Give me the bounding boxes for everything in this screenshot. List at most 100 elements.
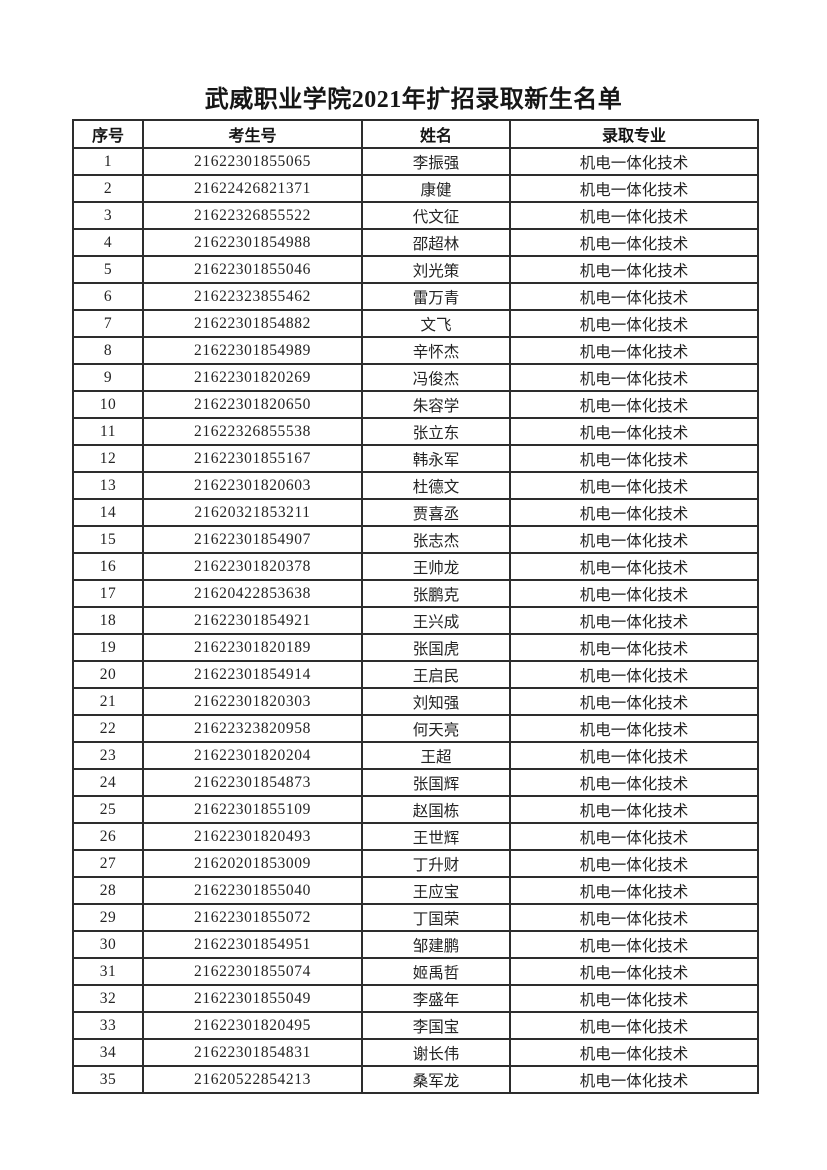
table-row: 30 21622301854951 邹建鹏 机电一体化技术 xyxy=(72,930,759,959)
cell-name: 康健 xyxy=(361,174,511,203)
cell-serial-number: 5 xyxy=(72,255,144,284)
table-row: 23 21622301820204 王超 机电一体化技术 xyxy=(72,741,759,770)
cell-serial-number: 35 xyxy=(72,1065,144,1094)
cell-name: 王帅龙 xyxy=(361,552,511,581)
cell-admitted-major: 机电一体化技术 xyxy=(509,1065,759,1094)
cell-candidate-number: 21622301855109 xyxy=(142,795,363,824)
cell-candidate-number: 21622301820189 xyxy=(142,633,363,662)
cell-name: 贾喜丞 xyxy=(361,498,511,527)
table-row: 5 21622301855046 刘光策 机电一体化技术 xyxy=(72,255,759,284)
cell-serial-number: 18 xyxy=(72,606,144,635)
cell-serial-number: 34 xyxy=(72,1038,144,1067)
cell-name: 姬禹哲 xyxy=(361,957,511,986)
cell-admitted-major: 机电一体化技术 xyxy=(509,795,759,824)
admission-roster-table: 序号 考生号 姓名 录取专业 1 21622301855065 李振强 机电一体… xyxy=(72,119,759,1094)
cell-admitted-major: 机电一体化技术 xyxy=(509,201,759,230)
cell-name: 李振强 xyxy=(361,147,511,176)
cell-name: 张国虎 xyxy=(361,633,511,662)
table-row: 12 21622301855167 韩永军 机电一体化技术 xyxy=(72,444,759,473)
cell-serial-number: 33 xyxy=(72,1011,144,1040)
cell-serial-number: 13 xyxy=(72,471,144,500)
cell-name: 丁国荣 xyxy=(361,903,511,932)
cell-serial-number: 1 xyxy=(72,147,144,176)
cell-name: 王启民 xyxy=(361,660,511,689)
cell-name: 张志杰 xyxy=(361,525,511,554)
cell-serial-number: 9 xyxy=(72,363,144,392)
column-header-admitted-major: 录取专业 xyxy=(509,119,759,149)
cell-admitted-major: 机电一体化技术 xyxy=(509,444,759,473)
cell-admitted-major: 机电一体化技术 xyxy=(509,309,759,338)
cell-candidate-number: 21622301854873 xyxy=(142,768,363,797)
cell-admitted-major: 机电一体化技术 xyxy=(509,282,759,311)
cell-candidate-number: 21622301855167 xyxy=(142,444,363,473)
cell-candidate-number: 21622301855040 xyxy=(142,876,363,905)
cell-candidate-number: 21622301820603 xyxy=(142,471,363,500)
cell-admitted-major: 机电一体化技术 xyxy=(509,363,759,392)
cell-admitted-major: 机电一体化技术 xyxy=(509,390,759,419)
table-row: 17 21620422853638 张鹏克 机电一体化技术 xyxy=(72,579,759,608)
cell-name: 李盛年 xyxy=(361,984,511,1013)
cell-candidate-number: 21620201853009 xyxy=(142,849,363,878)
cell-name: 刘光策 xyxy=(361,255,511,284)
cell-admitted-major: 机电一体化技术 xyxy=(509,525,759,554)
cell-name: 丁升财 xyxy=(361,849,511,878)
table-row: 15 21622301854907 张志杰 机电一体化技术 xyxy=(72,525,759,554)
cell-candidate-number: 21622323820958 xyxy=(142,714,363,743)
cell-admitted-major: 机电一体化技术 xyxy=(509,714,759,743)
table-row: 8 21622301854989 辛怀杰 机电一体化技术 xyxy=(72,336,759,365)
table-row: 3 21622326855522 代文征 机电一体化技术 xyxy=(72,201,759,230)
table-row: 20 21622301854914 王启民 机电一体化技术 xyxy=(72,660,759,689)
cell-serial-number: 8 xyxy=(72,336,144,365)
cell-serial-number: 28 xyxy=(72,876,144,905)
cell-admitted-major: 机电一体化技术 xyxy=(509,984,759,1013)
cell-candidate-number: 21622301854907 xyxy=(142,525,363,554)
cell-admitted-major: 机电一体化技术 xyxy=(509,255,759,284)
cell-admitted-major: 机电一体化技术 xyxy=(509,471,759,500)
cell-name: 张立东 xyxy=(361,417,511,446)
cell-candidate-number: 21622323855462 xyxy=(142,282,363,311)
cell-candidate-number: 21622301820378 xyxy=(142,552,363,581)
cell-admitted-major: 机电一体化技术 xyxy=(509,903,759,932)
cell-admitted-major: 机电一体化技术 xyxy=(509,660,759,689)
column-header-serial-number: 序号 xyxy=(72,119,144,149)
table-row: 14 21620321853211 贾喜丞 机电一体化技术 xyxy=(72,498,759,527)
table-row: 28 21622301855040 王应宝 机电一体化技术 xyxy=(72,876,759,905)
cell-candidate-number: 21622301820493 xyxy=(142,822,363,851)
cell-name: 何天亮 xyxy=(361,714,511,743)
cell-admitted-major: 机电一体化技术 xyxy=(509,498,759,527)
table-body: 1 21622301855065 李振强 机电一体化技术 2 216224268… xyxy=(72,147,759,1094)
cell-name: 邹建鹏 xyxy=(361,930,511,959)
cell-name: 刘知强 xyxy=(361,687,511,716)
table-row: 9 21622301820269 冯俊杰 机电一体化技术 xyxy=(72,363,759,392)
cell-admitted-major: 机电一体化技术 xyxy=(509,633,759,662)
cell-candidate-number: 21622301854951 xyxy=(142,930,363,959)
table-row: 21 21622301820303 刘知强 机电一体化技术 xyxy=(72,687,759,716)
cell-serial-number: 23 xyxy=(72,741,144,770)
cell-candidate-number: 21622301854989 xyxy=(142,336,363,365)
cell-name: 文飞 xyxy=(361,309,511,338)
column-header-name: 姓名 xyxy=(361,119,511,149)
cell-admitted-major: 机电一体化技术 xyxy=(509,930,759,959)
cell-serial-number: 19 xyxy=(72,633,144,662)
cell-serial-number: 17 xyxy=(72,579,144,608)
cell-candidate-number: 21622326855538 xyxy=(142,417,363,446)
cell-candidate-number: 21622301855065 xyxy=(142,147,363,176)
cell-serial-number: 24 xyxy=(72,768,144,797)
cell-candidate-number: 21622301855072 xyxy=(142,903,363,932)
table-row: 4 21622301854988 邵超林 机电一体化技术 xyxy=(72,228,759,257)
table-row: 27 21620201853009 丁升财 机电一体化技术 xyxy=(72,849,759,878)
cell-serial-number: 22 xyxy=(72,714,144,743)
cell-name: 桑军龙 xyxy=(361,1065,511,1094)
cell-admitted-major: 机电一体化技术 xyxy=(509,768,759,797)
cell-name: 谢长伟 xyxy=(361,1038,511,1067)
cell-candidate-number: 21622301854988 xyxy=(142,228,363,257)
cell-name: 王世辉 xyxy=(361,822,511,851)
cell-candidate-number: 21620422853638 xyxy=(142,579,363,608)
cell-serial-number: 2 xyxy=(72,174,144,203)
cell-name: 朱容学 xyxy=(361,390,511,419)
page-title: 武威职业学院2021年扩招录取新生名单 xyxy=(204,87,623,113)
cell-candidate-number: 21622301854831 xyxy=(142,1038,363,1067)
table-row: 31 21622301855074 姬禹哲 机电一体化技术 xyxy=(72,957,759,986)
cell-serial-number: 10 xyxy=(72,390,144,419)
